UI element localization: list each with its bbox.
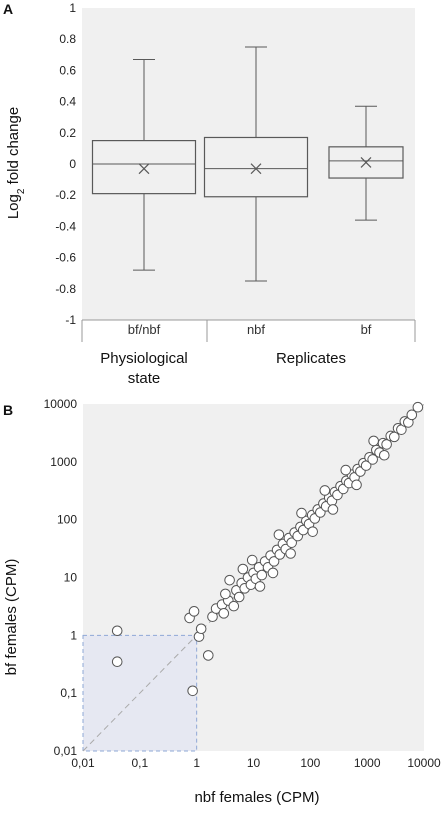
- panel-b-x-tick-label: 10000: [407, 756, 441, 770]
- scatter-point: [273, 529, 285, 540]
- scatter-point: [246, 554, 258, 566]
- panel-a-y-tick-label: 0.6: [59, 63, 76, 77]
- panel-b-y-tick-label: 1: [70, 628, 77, 642]
- panel-a-y-tick-label: -1: [65, 313, 76, 327]
- category-label: nbf: [247, 322, 265, 337]
- box-bf-nbf: [91, 58, 197, 271]
- iqr-box: [91, 140, 197, 195]
- scatter-point: [367, 454, 378, 465]
- scatter-point: [381, 439, 392, 450]
- scatter-point: [296, 507, 307, 519]
- scatter-point: [188, 606, 200, 617]
- panel-b-y-tick-label: 1000: [50, 455, 77, 469]
- scatter-point: [285, 548, 296, 559]
- category-label: bf/nbf: [128, 322, 161, 337]
- panel-a-y-tick-label: 0.4: [59, 95, 76, 109]
- scatter-point: [268, 556, 280, 567]
- scatter-point: [111, 656, 123, 668]
- scatter-point: [202, 650, 214, 661]
- iqr-box: [328, 146, 404, 179]
- scatter-point: [224, 574, 235, 586]
- panel-a: A Log2 fold change 1 0.8 0.6 0.4 0.2 0 -0.2 -0.…: [3, 1, 416, 387]
- panel-b-x-tick-label: 10: [247, 756, 261, 770]
- panel-b-y-tick-label: 0,1: [60, 686, 77, 700]
- scatter-point: [254, 581, 266, 592]
- scatter-point: [233, 591, 245, 603]
- panel-b-label: B: [3, 402, 13, 418]
- panel-b-y-tick-label: 0,01: [54, 744, 78, 758]
- box-nbf: [203, 46, 309, 282]
- panel-a-y-tick-label: -0.8: [55, 282, 76, 296]
- panel-a-y-tick-label: 0: [69, 157, 76, 171]
- scatter-point: [111, 625, 123, 637]
- panel-a-y-tick-label: -0.2: [55, 188, 76, 202]
- scatter-point: [327, 504, 339, 515]
- panel-b-x-axis-label: nbf females (CPM): [194, 789, 319, 806]
- panel-b: B bf females (CPM) nbf females (CPM) 0,0…: [3, 397, 441, 806]
- scatter-point: [218, 608, 230, 619]
- scatter-point: [187, 685, 198, 697]
- scatter-point: [340, 464, 352, 476]
- panel-b-x-tick-label: 1: [193, 756, 200, 770]
- panel-a-y-axis-label: Log2 fold change: [5, 107, 27, 219]
- scatter-point: [256, 569, 268, 581]
- panel-a-y-tick-label: -0.6: [55, 251, 76, 265]
- panel-a-y-tick-label: 1: [69, 1, 76, 15]
- panel-b-x-tick-label: 0,01: [71, 756, 95, 770]
- scatter-point: [220, 588, 231, 600]
- panel-b-y-tick-label: 100: [57, 513, 77, 527]
- scatter-point: [319, 485, 331, 496]
- scatter-point: [378, 449, 390, 461]
- scatter-point: [351, 479, 362, 491]
- panel-b-y-tick-label: 10: [64, 571, 78, 585]
- panel-a-y-tick-label: -0.4: [55, 219, 76, 233]
- mean-marker: [360, 157, 372, 168]
- scatter-point: [267, 567, 279, 579]
- panel-b-x-tick-label: 1000: [354, 756, 381, 770]
- scatter-point: [406, 409, 418, 421]
- mean-marker: [138, 163, 150, 175]
- scatter-point: [368, 435, 379, 447]
- scatter-point: [307, 526, 318, 537]
- mean-marker: [250, 163, 262, 175]
- category-label: bf: [361, 322, 372, 337]
- scatter-point: [412, 401, 424, 413]
- panel-a-group-label-replicates: Replicates: [276, 350, 346, 367]
- panel-b-y-tick-label: 10000: [44, 397, 78, 411]
- iqr-box: [203, 136, 309, 198]
- scatter-point: [388, 431, 400, 443]
- box-bf: [328, 105, 404, 221]
- panel-b-y-axis-label: bf females (CPM): [3, 559, 20, 676]
- scatter-point: [228, 600, 240, 612]
- panel-a-group-label-physiological: Physiological state: [100, 350, 188, 387]
- panel-a-y-tick-label: 0.2: [59, 126, 76, 140]
- panel-b-x-tick-label: 0,1: [131, 756, 148, 770]
- scatter-point: [286, 537, 297, 548]
- panel-a-y-tick-label: 0.8: [59, 32, 76, 46]
- panel-b-x-tick-label: 100: [300, 756, 320, 770]
- scatter-point: [237, 563, 249, 575]
- scatter-point: [195, 623, 207, 635]
- panel-a-label: A: [3, 1, 13, 17]
